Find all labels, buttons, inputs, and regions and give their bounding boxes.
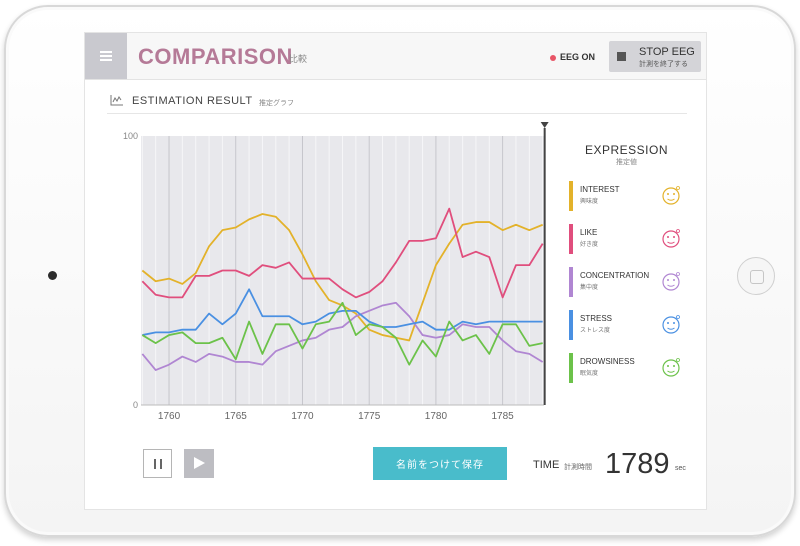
time-label: TIME — [533, 459, 560, 471]
series-line-drowsiness — [141, 301, 543, 366]
series-line-stress — [142, 288, 543, 336]
expression-panel: EXPRESSION 推定値 INTEREST 興味度 LIKE 好き度 CONCENT… — [563, 136, 690, 398]
line-chart-icon — [110, 95, 123, 106]
app-screen: COMPARISON 比較 EEG ON STOP EEG 計測を終了する ES… — [84, 32, 707, 510]
x-tick-label: 1770 — [291, 411, 314, 422]
x-tick-label: 1760 — [158, 411, 181, 422]
section-divider — [107, 113, 687, 114]
expression-label: DROWSINESS — [580, 357, 635, 366]
page-title-jp: 比較 — [289, 54, 308, 64]
expression-label: STRESS — [580, 314, 613, 323]
eeg-status-dot-icon — [550, 55, 556, 61]
expression-label-jp: ストレス度 — [580, 328, 611, 334]
interest-face-icon — [662, 186, 680, 205]
stress-face-icon — [662, 315, 680, 334]
y-tick-label: 100 — [123, 131, 138, 141]
expression-label-jp: 興味度 — [580, 199, 599, 205]
stop-eeg-label: STOP EEG — [639, 46, 695, 58]
x-tick-label: 1780 — [425, 411, 448, 422]
expression-label: INTEREST — [580, 185, 620, 194]
expression-label: LIKE — [580, 228, 598, 237]
play-triangle-icon — [194, 457, 205, 469]
time-unit: sec — [675, 465, 686, 472]
playhead-marker-icon[interactable] — [540, 122, 549, 128]
series-line-concentration — [141, 301, 544, 371]
eeg-status-label: EEG ON — [560, 52, 596, 62]
expression-color-bar — [569, 267, 573, 297]
section-title: ESTIMATION RESULT — [132, 95, 253, 107]
expression-item-interest: INTEREST 興味度 — [563, 177, 690, 215]
save-as-button[interactable]: 名前をつけて保存 — [373, 447, 507, 480]
series-line-like — [141, 207, 544, 299]
expression-label-jp: 眠気度 — [580, 371, 599, 377]
expression-label: CONCENTRATION — [580, 271, 650, 280]
concentration-face-icon — [662, 272, 680, 291]
home-button[interactable] — [737, 257, 775, 295]
x-tick-label: 1765 — [225, 411, 248, 422]
expression-sub: 推定値 — [616, 159, 637, 166]
y-tick-label: 0 — [133, 400, 138, 410]
expression-item-drowsiness: DROWSINESS 眠気度 — [563, 349, 690, 387]
expression-label-jp: 好き度 — [580, 242, 599, 248]
camera-dot — [48, 271, 57, 280]
x-tick-label: 1785 — [492, 411, 515, 422]
stop-eeg-sub: 計測を終了する — [639, 61, 688, 68]
like-face-icon — [662, 229, 680, 248]
x-tick-label: 1775 — [358, 411, 381, 422]
stop-eeg-button[interactable]: STOP EEG 計測を終了する — [609, 41, 701, 72]
menu-button[interactable] — [85, 33, 127, 79]
section-sub: 推定グラフ — [259, 100, 294, 107]
expression-item-concentration: CONCENTRATION 集中度 — [563, 263, 690, 301]
expression-color-bar — [569, 181, 573, 211]
stop-square-icon — [617, 52, 626, 61]
estimation-line-chart[interactable]: 1760 1765 1770 1775 1780 1785 0 100 — [105, 118, 551, 428]
pause-button[interactable] — [143, 449, 172, 478]
expression-color-bar — [569, 353, 573, 383]
play-button[interactable] — [184, 449, 214, 478]
expression-item-like: LIKE 好き度 — [563, 220, 690, 258]
expression-color-bar — [569, 224, 573, 254]
series-line-interest — [141, 213, 544, 342]
time-value: 1789 — [605, 448, 670, 480]
drowsiness-face-icon — [662, 358, 680, 377]
expression-item-stress: STRESS ストレス度 — [563, 306, 690, 344]
time-label-jp: 計測時間 — [564, 464, 592, 471]
expression-color-bar — [569, 310, 573, 340]
page-title: COMPARISON — [138, 44, 293, 69]
header-bar: COMPARISON 比較 EEG ON STOP EEG 計測を終了する — [85, 33, 706, 80]
expression-title: EXPRESSION — [584, 143, 669, 157]
expression-label-jp: 集中度 — [580, 285, 599, 291]
hamburger-icon — [100, 51, 112, 61]
